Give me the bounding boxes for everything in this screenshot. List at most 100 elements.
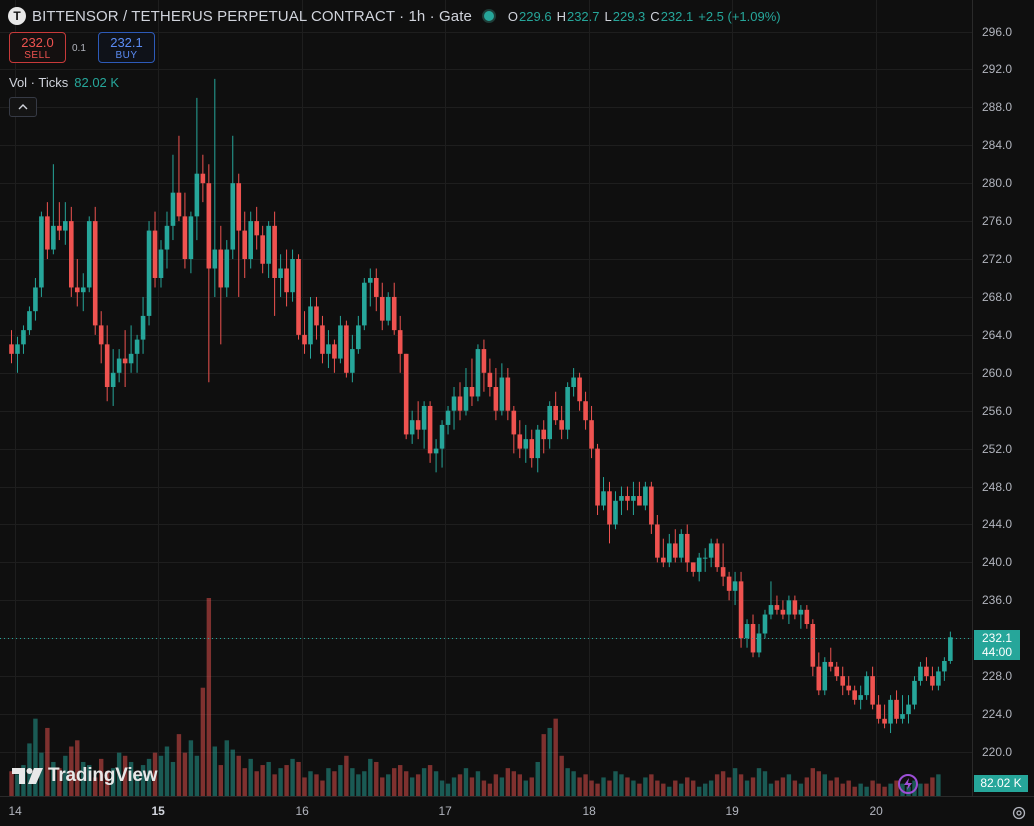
- volume-bar: [529, 777, 534, 796]
- candle-body: [92, 221, 98, 326]
- candle: [469, 358, 475, 406]
- candle-body: [499, 377, 505, 411]
- symbol-title[interactable]: BITTENSOR / TETHERUS PERPETUAL CONTRACT …: [32, 7, 472, 25]
- candle: [535, 424, 541, 473]
- volume-bar: [822, 774, 827, 796]
- candle-body: [708, 543, 714, 558]
- candle-body: [702, 557, 708, 559]
- candle-body: [409, 420, 415, 435]
- candle: [128, 325, 134, 373]
- volume-bar: [792, 780, 798, 796]
- candle-body: [415, 420, 421, 430]
- volume-bar: [565, 768, 570, 796]
- candle-body: [487, 372, 493, 388]
- candle: [308, 296, 313, 359]
- price-tick-label: 224.0: [982, 706, 1013, 721]
- price-tick-label: 248.0: [982, 479, 1013, 494]
- candle: [744, 619, 750, 648]
- candle: [822, 657, 828, 696]
- candle: [272, 211, 277, 316]
- last-price-label: 232.1 44:00: [974, 630, 1020, 660]
- candle: [924, 657, 929, 681]
- volume-bar: [607, 780, 612, 796]
- candle-body: [397, 330, 403, 354]
- candle: [21, 325, 26, 354]
- candle-body: [332, 344, 337, 359]
- volume-bar: [278, 768, 283, 796]
- sell-button[interactable]: 232.0 SELL: [9, 32, 66, 63]
- candle-body: [158, 249, 164, 278]
- collapse-legend-button[interactable]: [9, 97, 37, 117]
- candle: [762, 609, 768, 639]
- volume-bar: [170, 761, 176, 796]
- candle: [373, 268, 379, 312]
- volume-bar: [619, 774, 624, 796]
- candle-body: [45, 216, 50, 250]
- candle: [571, 368, 576, 397]
- volume-bar: [601, 777, 606, 796]
- price-tick-label: 292.0: [982, 61, 1013, 76]
- candle-body: [577, 377, 582, 402]
- tradingview-logo[interactable]: TradingView: [12, 765, 158, 787]
- candle-body: [254, 221, 259, 236]
- volume-bar: [128, 761, 134, 796]
- candle-body: [200, 173, 206, 184]
- candle-body: [559, 420, 564, 430]
- candle: [116, 349, 122, 383]
- lightning-icon[interactable]: [898, 774, 918, 794]
- volume-bar: [110, 768, 116, 796]
- candle-body: [212, 249, 218, 269]
- candle: [882, 704, 887, 729]
- volume-bar: [637, 783, 642, 796]
- candle-body: [296, 259, 301, 335]
- candle-body: [27, 311, 32, 331]
- candle-body: [373, 277, 379, 297]
- volume-legend[interactable]: Vol · Ticks 82.02 K: [9, 75, 119, 90]
- volume-bar: [386, 774, 391, 796]
- buy-button[interactable]: 232.1 BUY: [98, 32, 155, 63]
- candle: [98, 311, 104, 364]
- candle-body: [750, 624, 756, 653]
- candle-body: [948, 637, 953, 661]
- candle: [583, 391, 588, 430]
- volume-bar: [720, 771, 726, 796]
- candle-body: [368, 277, 373, 283]
- volume-bar: [702, 783, 708, 796]
- candle: [290, 249, 295, 302]
- volume-bar: [852, 786, 857, 796]
- price-tick-label: 256.0: [982, 403, 1013, 418]
- volume-bar: [15, 774, 20, 796]
- candle: [900, 695, 905, 724]
- candle: [51, 164, 56, 255]
- candle-body: [714, 543, 720, 568]
- candle-body: [726, 576, 732, 591]
- candle: [888, 695, 893, 734]
- low-value: 229.3: [612, 8, 646, 24]
- time-tick-label: 15: [151, 804, 165, 818]
- candle: [559, 405, 564, 440]
- candle: [397, 315, 403, 373]
- volume-bar: [625, 777, 630, 796]
- candle: [756, 624, 762, 658]
- candle-body: [385, 296, 391, 321]
- chart-header: T BITTENSOR / TETHERUS PERPETUAL CONTRAC…: [8, 6, 786, 26]
- candle: [350, 334, 355, 383]
- candle: [786, 595, 792, 625]
- candle: [696, 552, 702, 582]
- candle-body: [774, 605, 780, 610]
- candle: [92, 206, 98, 335]
- candle: [738, 571, 744, 648]
- candle-body: [643, 486, 648, 506]
- candle-body: [888, 699, 893, 724]
- candle-body: [140, 315, 146, 340]
- candle: [936, 666, 941, 691]
- candle: [140, 296, 146, 354]
- candle-body: [601, 491, 606, 506]
- candle: [690, 562, 696, 577]
- volume-bar: [200, 687, 206, 796]
- candle: [80, 273, 86, 312]
- candle: [475, 344, 481, 402]
- candle: [218, 225, 224, 345]
- gear-icon[interactable]: [1011, 805, 1027, 821]
